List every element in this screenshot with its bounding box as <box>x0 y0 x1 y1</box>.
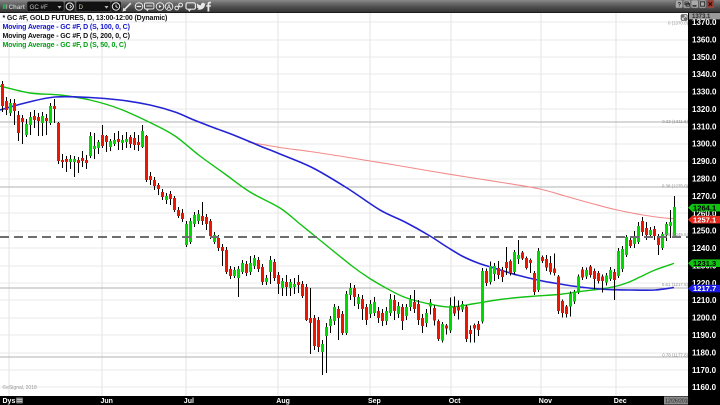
svg-text:1210.0: 1210.0 <box>692 296 717 305</box>
svg-text:?: ? <box>678 2 682 8</box>
svg-text:©eSignal, 2018: ©eSignal, 2018 <box>3 384 37 391</box>
svg-text:D: D <box>79 4 84 11</box>
svg-text:1200.0: 1200.0 <box>692 314 717 323</box>
svg-text:1160.0: 1160.0 <box>692 383 717 392</box>
svg-text:GC #F: GC #F <box>30 4 48 11</box>
svg-text:1310.0: 1310.0 <box>692 122 717 131</box>
svg-text:1250.0: 1250.0 <box>692 227 717 236</box>
svg-text:1264.1: 1264.1 <box>693 203 717 212</box>
svg-text:1373.1: 1373.1 <box>692 14 711 20</box>
svg-text:1340.0: 1340.0 <box>692 70 717 79</box>
svg-text:A: A <box>167 5 172 11</box>
svg-text:Moving Average - GC #F, D (S,: Moving Average - GC #F, D (S, 200, 0, C) <box>3 33 130 40</box>
svg-text:Nov: Nov <box>539 398 552 405</box>
svg-text:1350.0: 1350.0 <box>692 53 717 62</box>
svg-text:0.23 (1311.5): 0.23 (1311.5) <box>662 119 688 124</box>
svg-text:1370.0: 1370.0 <box>692 18 717 27</box>
svg-text:1280.0: 1280.0 <box>692 175 717 184</box>
svg-text:Moving Average - GC #F, D (S,: Moving Average - GC #F, D (S, 100, 0, C) <box>3 24 130 31</box>
svg-text:0.38 (1275.0): 0.38 (1275.0) <box>662 184 689 189</box>
svg-text:1190.0: 1190.0 <box>692 331 717 340</box>
svg-text:1360.0: 1360.0 <box>692 35 717 44</box>
svg-text:1257.1: 1257.1 <box>693 215 717 224</box>
svg-text:Dec: Dec <box>614 398 627 405</box>
svg-text:Chart: Chart <box>9 4 25 11</box>
svg-text:1300.0: 1300.0 <box>692 140 717 149</box>
svg-text:0 (1370.0): 0 (1370.0) <box>668 21 689 26</box>
svg-text:12/26/2018: 12/26/2018 <box>665 399 690 405</box>
svg-text:Dys: Dys <box>3 398 16 405</box>
svg-text:1290.0: 1290.0 <box>692 157 717 166</box>
svg-text:1220.0: 1220.0 <box>692 279 717 288</box>
svg-text:Oct: Oct <box>449 398 461 405</box>
svg-text:Jul: Jul <box>184 398 194 405</box>
svg-text:1170.0: 1170.0 <box>692 366 717 375</box>
svg-text:Jun: Jun <box>101 398 113 405</box>
svg-text:1260.0: 1260.0 <box>692 209 717 218</box>
svg-text:0.61 (1217.5): 0.61 (1217.5) <box>662 282 689 287</box>
svg-text:1180.0: 1180.0 <box>692 348 717 357</box>
svg-text:Aug: Aug <box>276 398 290 405</box>
svg-text:1240.0: 1240.0 <box>692 244 717 253</box>
svg-text:* GC #F, GOLD FUTURES, D, 13:0: * GC #F, GOLD FUTURES, D, 13:00-12:00 (D… <box>3 15 168 22</box>
svg-text:1217.7: 1217.7 <box>693 284 716 293</box>
svg-text:0.78 (1177.8): 0.78 (1177.8) <box>662 352 688 357</box>
svg-text:0.5 (1245.6): 0.5 (1245.6) <box>664 232 688 237</box>
svg-text:1320.0: 1320.0 <box>692 105 717 114</box>
svg-text:1231.3: 1231.3 <box>693 259 716 268</box>
svg-text:1270.0: 1270.0 <box>692 192 717 201</box>
svg-text:1330.0: 1330.0 <box>692 88 717 97</box>
svg-text:Sep: Sep <box>368 398 381 405</box>
svg-text:Moving Average - GC #F, D (S,: Moving Average - GC #F, D (S, 50, 0, C) <box>3 42 127 49</box>
